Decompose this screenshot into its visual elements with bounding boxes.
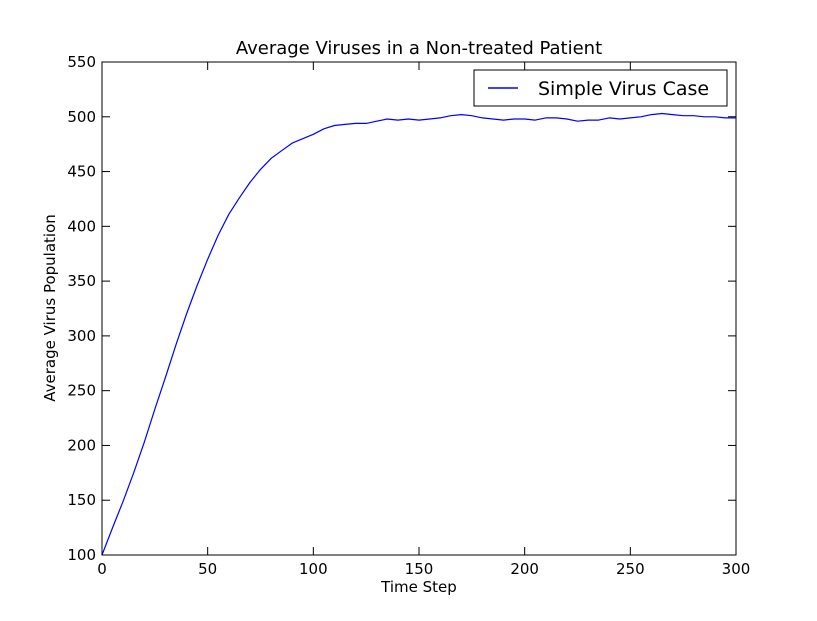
legend-label: Simple Virus Case <box>538 78 709 100</box>
plot-area <box>101 61 737 556</box>
y-tick-label: 300 <box>67 327 96 345</box>
y-tick-label: 100 <box>67 546 96 564</box>
y-tick-label: 150 <box>67 491 96 509</box>
x-tick-label: 50 <box>198 560 217 578</box>
chart-title: Average Viruses in a Non-treated Patient <box>236 38 602 59</box>
x-tick-label: 300 <box>722 560 751 578</box>
y-tick-label: 400 <box>67 217 96 235</box>
legend: Simple Virus Case <box>473 69 728 107</box>
y-tick-label: 550 <box>67 53 96 71</box>
series-line <box>101 112 736 556</box>
x-tick-label: 150 <box>405 560 434 578</box>
x-tick-label: 100 <box>299 560 328 578</box>
y-tick-label: 350 <box>67 272 96 290</box>
x-tick-label: 0 <box>97 560 107 578</box>
y-tick-label: 450 <box>67 163 96 181</box>
x-tick-label: 200 <box>510 560 539 578</box>
x-axis: 0 50 100 150 200 250 300 <box>97 62 750 578</box>
y-axis: 100 150 200 250 300 350 400 450 500 550 <box>67 53 736 564</box>
plot-frame <box>101 61 737 556</box>
x-axis-label: Time Step <box>380 578 457 596</box>
y-tick-label: 200 <box>67 436 96 454</box>
y-tick-label: 500 <box>67 108 96 126</box>
x-tick-label: 250 <box>616 560 645 578</box>
y-axis-label: Average Virus Population <box>41 214 59 402</box>
y-tick-label: 250 <box>67 382 96 400</box>
